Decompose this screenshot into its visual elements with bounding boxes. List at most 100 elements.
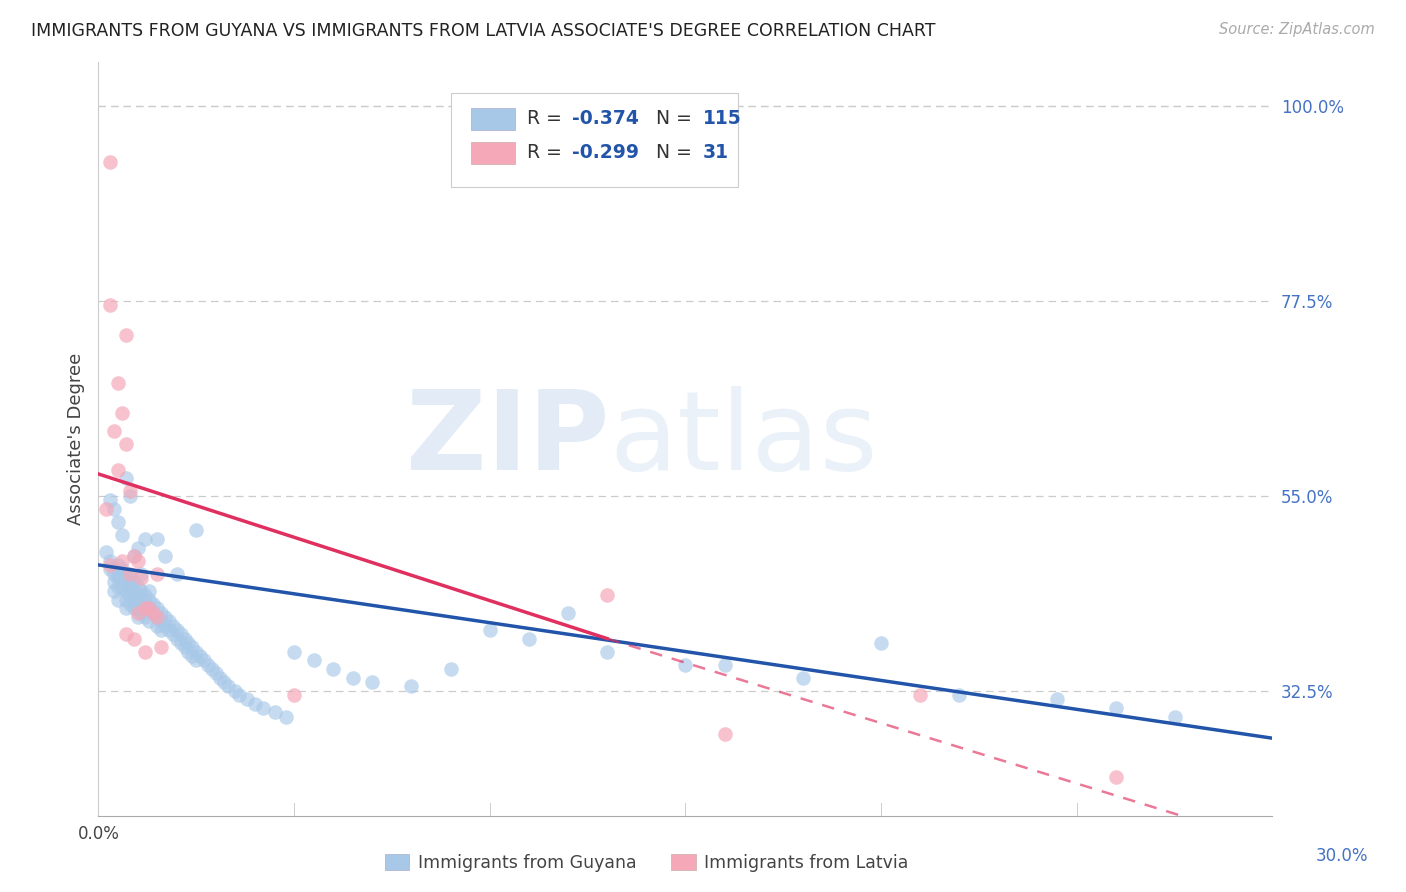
Point [146,618,169,632]
Point [166,623,188,637]
Point [948,688,970,702]
Point [181,640,204,655]
Point [111,553,134,567]
Point [103,501,125,516]
Point [157,614,180,628]
Point [114,601,136,615]
Point [96,545,118,559]
Point [146,532,169,546]
Point [98,492,121,507]
Text: R =: R = [527,110,568,128]
Point [131,583,153,598]
FancyBboxPatch shape [471,142,515,164]
Point [134,532,156,546]
Point [111,527,134,541]
FancyBboxPatch shape [450,93,738,186]
Text: N =: N = [657,110,697,128]
Point [283,644,305,658]
Point [217,679,239,693]
Text: R =: R = [527,144,568,162]
Point [188,648,211,663]
Point [98,553,121,567]
Point [138,601,160,615]
Legend: Immigrants from Guyana, Immigrants from Latvia: Immigrants from Guyana, Immigrants from … [378,847,915,879]
Point [127,553,149,567]
Point [150,640,173,655]
Point [162,627,184,641]
Point [228,688,250,702]
Point [342,671,364,685]
Point [114,627,136,641]
Point [107,566,129,581]
Point [118,597,141,611]
Point [118,588,141,602]
Point [98,562,121,576]
Point [96,501,118,516]
Point [153,618,176,632]
Point [870,636,893,650]
Point [127,610,149,624]
Point [111,571,134,585]
Text: 30.0%: 30.0% [1316,847,1368,864]
Point [127,601,149,615]
Point [114,566,136,581]
Text: 31: 31 [703,144,730,162]
Point [122,601,145,615]
Point [107,558,129,572]
Text: -0.374: -0.374 [572,110,638,128]
Point [596,588,619,602]
Point [150,614,173,628]
Point [118,566,141,581]
Point [111,580,134,594]
Point [146,610,169,624]
Point [173,640,195,655]
Point [596,644,619,658]
Point [114,328,136,343]
Point [107,571,129,585]
Point [138,583,160,598]
Point [142,606,165,620]
Point [114,592,136,607]
Point [131,606,153,620]
Point [114,471,136,485]
Point [122,583,145,598]
Point [478,623,501,637]
Point [134,601,156,615]
Point [118,489,141,503]
Point [153,610,176,624]
Point [401,679,423,693]
Point [134,644,156,658]
Point [118,580,141,594]
Point [127,606,149,620]
Point [103,424,125,438]
Point [146,610,169,624]
Point [169,636,191,650]
Point [98,558,121,572]
Point [146,601,169,615]
Point [127,580,149,594]
Text: ZIP: ZIP [406,386,609,492]
Point [114,575,136,590]
Point [162,618,184,632]
Point [236,692,259,706]
Point [111,406,134,420]
Point [118,571,141,585]
Point [131,566,153,581]
Point [118,484,141,499]
Point [107,515,129,529]
Point [127,541,149,555]
Point [1046,692,1069,706]
Point [439,662,461,676]
Point [103,583,125,598]
Point [557,606,579,620]
Point [201,662,224,676]
Point [181,648,204,663]
Point [122,549,145,564]
Point [103,566,125,581]
Text: N =: N = [657,144,697,162]
Point [1105,701,1128,715]
Point [127,588,149,602]
Text: Source: ZipAtlas.com: Source: ZipAtlas.com [1219,22,1375,37]
Point [1105,770,1128,784]
Text: -0.299: -0.299 [572,144,638,162]
